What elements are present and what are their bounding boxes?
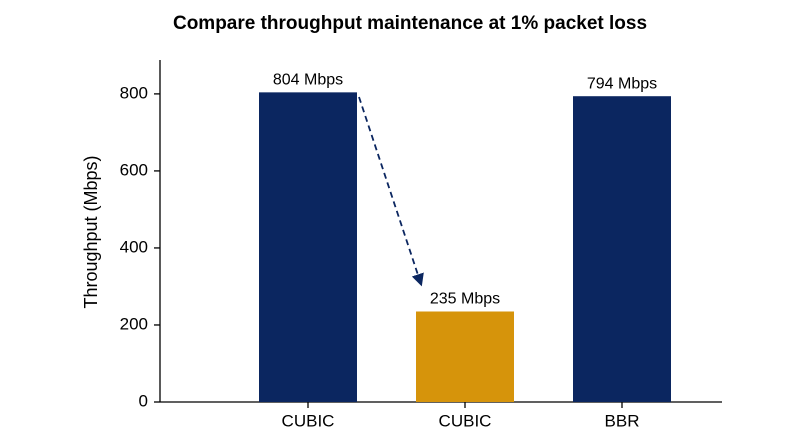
x-tick-label: CUBIC: [282, 411, 335, 430]
bar: [416, 311, 514, 402]
y-tick-label: 600: [120, 160, 148, 179]
chart-title: Compare throughput maintenance at 1% pac…: [173, 13, 647, 34]
value-label: 794 Mbps: [587, 75, 657, 92]
x-tick-label: CUBIC: [439, 411, 492, 430]
value-label: 804 Mbps: [273, 72, 343, 89]
value-label: 235 Mbps: [430, 291, 500, 308]
annotation-arrow: [358, 96, 424, 287]
x-tick-label: BBR: [605, 411, 640, 430]
y-tick-label: 200: [120, 314, 148, 333]
y-axis-label: Throughput (Mbps): [81, 155, 101, 308]
y-tick-label: 0: [139, 391, 148, 410]
bar: [259, 92, 357, 402]
bar: [573, 96, 671, 403]
y-tick-label: 800: [120, 83, 148, 102]
y-tick-label: 400: [120, 237, 148, 256]
